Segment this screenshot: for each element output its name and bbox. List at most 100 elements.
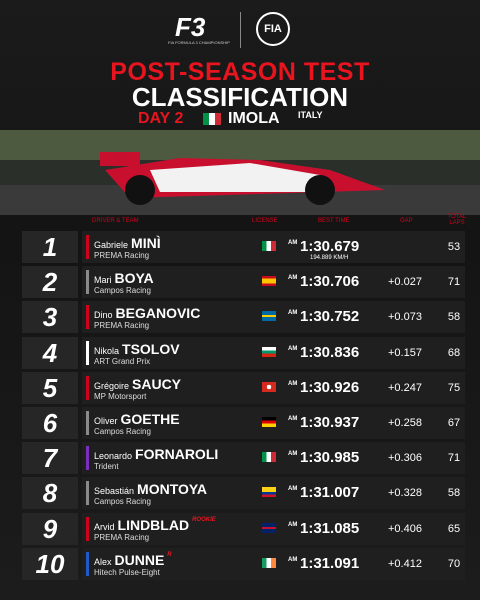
col-license: LICENSE bbox=[252, 218, 278, 224]
best-time: 1:31.007 bbox=[300, 484, 360, 502]
team: PREMA Racing bbox=[94, 532, 150, 542]
position: 4 bbox=[22, 336, 78, 369]
car-livery bbox=[150, 163, 330, 192]
laps: 58 bbox=[447, 311, 461, 324]
team-bar bbox=[86, 411, 89, 435]
license: AM bbox=[288, 451, 298, 458]
team-bar bbox=[86, 340, 89, 365]
driver-name: Nikola TSOLOV bbox=[94, 341, 180, 359]
license: AM bbox=[288, 240, 298, 246]
best-time: 1:30.926 bbox=[300, 378, 360, 396]
last-name: FORNAROLI bbox=[135, 446, 219, 463]
team: PREMA Racing bbox=[94, 251, 150, 260]
team-bar bbox=[86, 481, 89, 506]
first-name: Sebastián bbox=[94, 486, 135, 497]
first-name: Alex bbox=[94, 556, 112, 567]
rear-wing bbox=[100, 152, 140, 166]
license: AM bbox=[288, 275, 298, 282]
speed: 194.889 KM/H bbox=[310, 255, 349, 261]
title-line2: CLASSIFICATION bbox=[131, 82, 349, 112]
f3-logo: F3 bbox=[175, 12, 206, 42]
flag bbox=[262, 241, 276, 251]
last-name: MONTOYA bbox=[137, 481, 208, 498]
best-time: 1:30.985 bbox=[300, 449, 360, 467]
laps: 70 bbox=[447, 557, 461, 570]
row: Grégoire SAUCY MP Motorsport AM 1:30.926 +0.2… bbox=[82, 371, 465, 404]
laps: 53 bbox=[447, 241, 461, 253]
last-name: DUNNE bbox=[114, 551, 165, 568]
flag bbox=[262, 276, 276, 287]
flag bbox=[262, 452, 276, 463]
wheel bbox=[125, 175, 155, 205]
license: AM bbox=[288, 486, 298, 493]
laps: 67 bbox=[447, 417, 461, 429]
flag bbox=[262, 417, 276, 427]
driver-name: Sebastián MONTOYA bbox=[94, 481, 207, 499]
gap: +0.306 bbox=[388, 452, 422, 465]
position: 1 bbox=[22, 231, 78, 263]
best-time: 1:31.085 bbox=[300, 519, 360, 537]
license: AM bbox=[288, 416, 298, 422]
best-time: 1:30.679 bbox=[300, 238, 360, 255]
position: 8 bbox=[22, 477, 78, 510]
driver-name: Mari BOYA bbox=[94, 270, 154, 288]
best-time: 1:30.706 bbox=[300, 273, 360, 291]
license: AM bbox=[288, 521, 298, 528]
team: Campos Racing bbox=[94, 286, 151, 296]
col-laps: TOTAL LAPS bbox=[447, 214, 467, 226]
gap: +0.073 bbox=[388, 311, 422, 324]
logo-text: FIA FORMULA 3 CHAMPIONSHIP bbox=[168, 40, 230, 45]
last-name: MINÌ bbox=[131, 235, 161, 251]
fia-logo: FIA bbox=[256, 12, 290, 46]
team-bar bbox=[86, 235, 89, 259]
laps: 58 bbox=[447, 487, 461, 500]
first-name: Leonardo bbox=[94, 451, 133, 462]
gap: +0.412 bbox=[388, 557, 422, 570]
driver-name: Gabriele MINÌ bbox=[94, 235, 161, 253]
license: AM bbox=[288, 345, 298, 352]
row: Sebastián MONTOYA Campos Racing AM 1:31.007 +… bbox=[82, 477, 465, 510]
team-bar bbox=[86, 270, 89, 295]
first-name: Mari bbox=[94, 275, 112, 286]
col-driver: DRIVER & TEAM bbox=[92, 218, 139, 224]
position: 5 bbox=[22, 371, 78, 404]
rookie-tag: R bbox=[167, 551, 172, 558]
flag bbox=[262, 487, 276, 498]
laps: 71 bbox=[447, 452, 461, 465]
position: 9 bbox=[22, 512, 78, 545]
first-name: Grégoire bbox=[94, 380, 130, 391]
trees bbox=[0, 130, 480, 160]
row: Mari BOYA Campos Racing AM 1:30.706 +0.027 71 bbox=[82, 266, 465, 299]
wheel bbox=[305, 175, 335, 205]
row: Leonardo FORNAROLI Trident AM 1:30.985 +0.306… bbox=[82, 442, 465, 475]
flag bbox=[262, 311, 276, 322]
gap: +0.258 bbox=[388, 417, 422, 429]
first-name: Oliver bbox=[94, 416, 118, 426]
license: AM bbox=[288, 380, 298, 387]
gap: +0.157 bbox=[388, 346, 422, 359]
gap: +0.247 bbox=[388, 381, 422, 394]
flag bbox=[262, 557, 276, 568]
best-time: 1:31.091 bbox=[300, 554, 360, 572]
flag bbox=[203, 113, 221, 125]
row: Arvid LINDBLAD ROOKIE PREMA Racing AM 1:31.08… bbox=[82, 512, 465, 545]
title-line1: POST-SEASON TEST bbox=[110, 58, 370, 86]
position: 2 bbox=[22, 266, 78, 299]
flag bbox=[262, 522, 276, 533]
driver-name: Alex DUNNE R bbox=[94, 552, 172, 570]
driver-name: Arvid LINDBLAD ROOKIE bbox=[94, 517, 216, 535]
team: Hitech Pulse-Eight bbox=[94, 567, 160, 577]
team-bar bbox=[86, 305, 89, 330]
row: Oliver GOETHE Campos Racing AM 1:30.937 +0.25… bbox=[82, 407, 465, 439]
divider bbox=[240, 12, 241, 48]
rookie-tag: ROOKIE bbox=[192, 516, 216, 523]
gap: +0.328 bbox=[388, 487, 422, 500]
gap: +0.406 bbox=[388, 522, 422, 535]
first-name: Dino bbox=[94, 310, 113, 321]
team-bar bbox=[86, 551, 89, 576]
row: Gabriele MINÌ PREMA Racing AM 1:30.679 194.88… bbox=[82, 231, 465, 263]
team-bar bbox=[86, 446, 89, 471]
team: Campos Racing bbox=[94, 427, 151, 436]
position: 10 bbox=[22, 547, 78, 580]
laps: 71 bbox=[447, 276, 461, 289]
